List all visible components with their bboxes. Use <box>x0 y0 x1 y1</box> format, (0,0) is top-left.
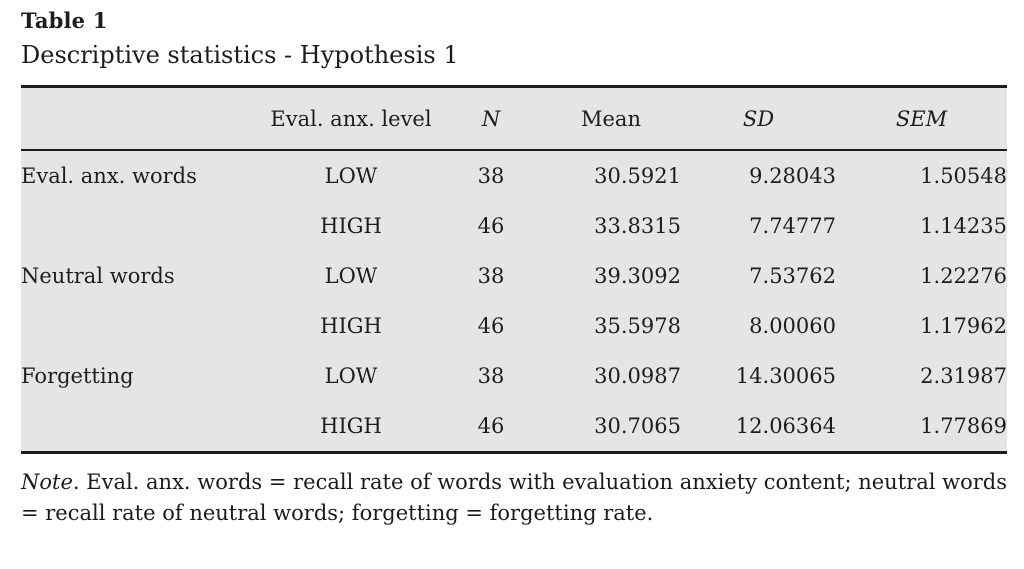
mean-cell: 39.3092 <box>594 264 681 288</box>
column-header-mean: Mean <box>541 88 681 151</box>
table-row: Eval. anx. words LOW 38 30.5921 9.28043 … <box>21 150 1007 201</box>
row-label <box>21 301 261 351</box>
sem-cell: 1.22276 <box>920 264 1007 288</box>
level-cell: HIGH <box>320 214 382 238</box>
n-cell: 46 <box>477 314 505 338</box>
n-cell: 38 <box>477 364 505 388</box>
row-label: Forgetting <box>21 364 134 388</box>
n-cell: 46 <box>477 414 505 438</box>
column-header-sem: SEM <box>836 88 1007 151</box>
sd-cell: 7.53762 <box>749 264 836 288</box>
mean-cell: 35.5978 <box>594 314 681 338</box>
descriptive-statistics-table-wrap: Eval. anx. level N Mean SD SEM Eval. anx… <box>21 85 1007 454</box>
note-text: . Eval. anx. words = recall rate of word… <box>21 470 1007 525</box>
level-cell: LOW <box>324 264 378 288</box>
mean-cell: 30.5921 <box>594 164 681 188</box>
n-cell: 38 <box>477 264 505 288</box>
column-header-n: N <box>441 88 541 151</box>
mean-cell: 30.7065 <box>594 414 681 438</box>
level-cell: HIGH <box>320 414 382 438</box>
level-cell: LOW <box>324 364 378 388</box>
level-cell: HIGH <box>320 314 382 338</box>
sd-cell: 8.00060 <box>749 314 836 338</box>
row-label: Eval. anx. words <box>21 164 197 188</box>
sem-cell: 1.14235 <box>920 214 1007 238</box>
table-note: Note. Eval. anx. words = recall rate of … <box>21 467 1007 529</box>
table-caption-title: Descriptive statistics - Hypothesis 1 <box>21 41 459 69</box>
column-header-eval-anx-level: Eval. anx. level <box>261 88 441 151</box>
n-cell: 46 <box>477 214 505 238</box>
note-label: Note <box>21 470 73 494</box>
mean-cell: 33.8315 <box>594 214 681 238</box>
table-row: Neutral words LOW 38 39.3092 7.53762 1.2… <box>21 251 1007 301</box>
sd-cell: 7.74777 <box>749 214 836 238</box>
descriptive-statistics-table: Eval. anx. level N Mean SD SEM Eval. anx… <box>21 88 1007 451</box>
n-cell: 38 <box>477 164 505 188</box>
sd-cell: 12.06364 <box>735 414 836 438</box>
sem-cell: 1.77869 <box>920 414 1007 438</box>
table-row: HIGH 46 30.7065 12.06364 1.77869 <box>21 401 1007 451</box>
sd-cell: 14.30065 <box>735 364 836 388</box>
sem-cell: 1.50548 <box>920 164 1007 188</box>
sem-cell: 2.31987 <box>920 364 1007 388</box>
row-label <box>21 401 261 451</box>
column-header-sd: SD <box>681 88 836 151</box>
level-cell: LOW <box>324 164 378 188</box>
sd-cell: 9.28043 <box>749 164 836 188</box>
row-label <box>21 201 261 251</box>
column-header-measure <box>21 88 261 151</box>
header-row: Eval. anx. level N Mean SD SEM <box>21 88 1007 151</box>
table-row: Forgetting LOW 38 30.0987 14.30065 2.319… <box>21 351 1007 401</box>
mean-cell: 30.0987 <box>594 364 681 388</box>
table-caption-label: Table 1 <box>21 8 108 33</box>
sem-cell: 1.17962 <box>920 314 1007 338</box>
table-row: HIGH 46 35.5978 8.00060 1.17962 <box>21 301 1007 351</box>
table-row: HIGH 46 33.8315 7.74777 1.14235 <box>21 201 1007 251</box>
row-label: Neutral words <box>21 264 175 288</box>
